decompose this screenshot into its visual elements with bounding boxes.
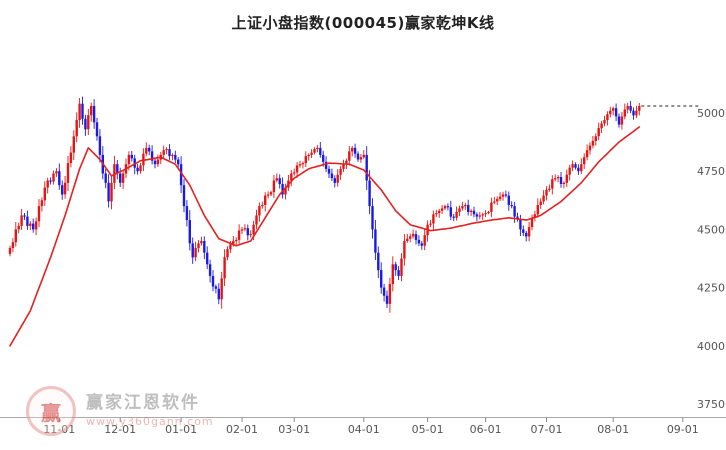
- svg-text:03-01: 03-01: [278, 423, 310, 436]
- svg-text:05-01: 05-01: [412, 423, 444, 436]
- svg-text:4000: 4000: [697, 340, 725, 353]
- ma-line: [9, 126, 641, 347]
- svg-text:4750: 4750: [697, 165, 725, 178]
- svg-text:07-01: 07-01: [531, 423, 563, 436]
- svg-text:4250: 4250: [697, 282, 725, 295]
- svg-text:4500: 4500: [697, 223, 725, 236]
- svg-text:09-01: 09-01: [667, 423, 699, 436]
- svg-text:3750: 3750: [697, 398, 725, 411]
- svg-text:12-01: 12-01: [104, 423, 136, 436]
- svg-text:08-01: 08-01: [597, 423, 629, 436]
- svg-text:04-01: 04-01: [348, 423, 380, 436]
- candlestick-series: [8, 96, 641, 313]
- svg-text:06-01: 06-01: [470, 423, 502, 436]
- svg-text:5000: 5000: [697, 107, 725, 120]
- axis: 11-01 12-01 01-01 02-01 03-01 04-01 05-01 06-01…: [0, 107, 726, 436]
- svg-text:11-01: 11-01: [43, 423, 75, 436]
- chart-title: 上证小盘指数(000045)赢家乾坤K线: [231, 14, 495, 32]
- svg-text:02-01: 02-01: [226, 423, 258, 436]
- svg-text:01-01: 01-01: [165, 423, 197, 436]
